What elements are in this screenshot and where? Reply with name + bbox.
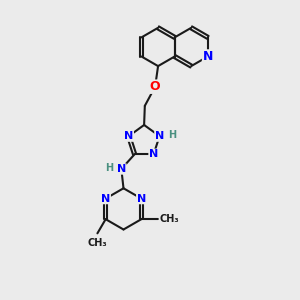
- Text: N: N: [155, 131, 164, 141]
- Text: N: N: [202, 50, 213, 63]
- Text: CH₃: CH₃: [88, 238, 107, 248]
- Text: N: N: [137, 194, 146, 204]
- Text: N: N: [117, 164, 126, 174]
- Text: N: N: [149, 149, 158, 159]
- Text: CH₃: CH₃: [159, 214, 178, 224]
- Text: H: H: [105, 163, 113, 172]
- Text: N: N: [124, 131, 133, 141]
- Text: N: N: [101, 194, 110, 204]
- Text: O: O: [150, 80, 160, 93]
- Text: H: H: [168, 130, 176, 140]
